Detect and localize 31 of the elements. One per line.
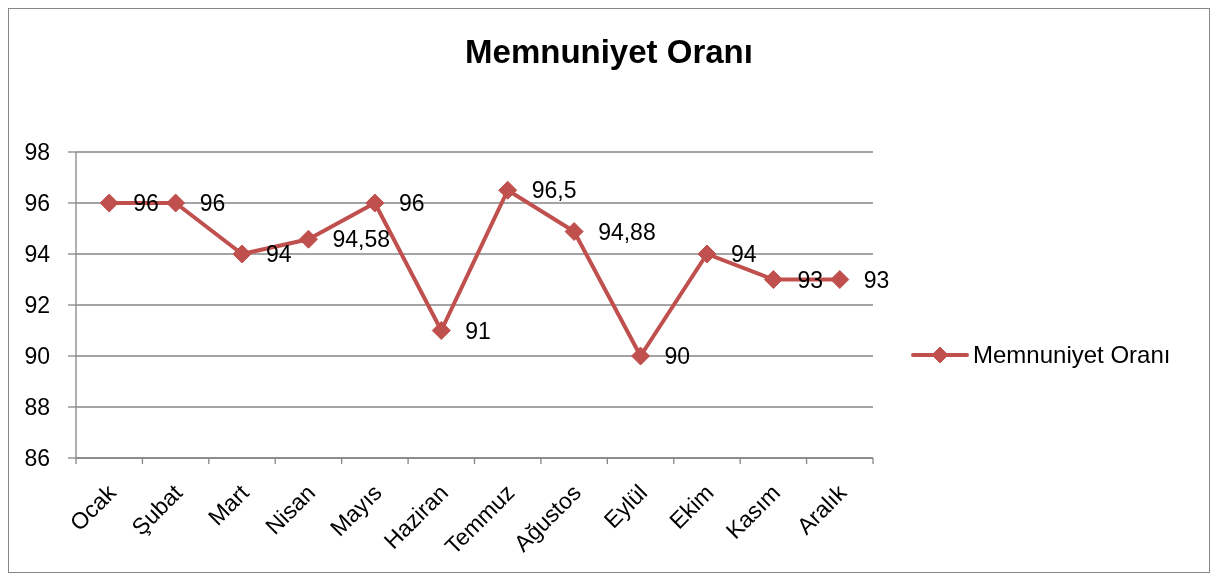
data-label: 94	[730, 241, 757, 267]
data-label: 94	[266, 241, 292, 267]
y-tick-label: 94	[24, 241, 51, 268]
point	[631, 346, 651, 366]
y-tick-label: 96	[24, 190, 50, 217]
point	[498, 180, 518, 200]
data-label: 94,58	[332, 226, 391, 253]
y-tick-label: 92	[24, 292, 50, 319]
data-label: 96,5	[531, 177, 577, 204]
data-label: 94,88	[598, 218, 656, 245]
data-label: 96	[398, 190, 425, 216]
data-label: 93	[863, 266, 890, 293]
data-label: 90	[664, 343, 691, 369]
point	[763, 270, 783, 289]
y-tick-label: 86	[24, 445, 50, 472]
point	[232, 244, 252, 264]
chart-title: Memnuniyet Oranı	[464, 33, 754, 71]
point	[830, 270, 850, 289]
point	[431, 321, 451, 340]
data-label: 96	[199, 190, 226, 216]
point	[166, 193, 186, 213]
point	[99, 193, 119, 213]
data-label: 91	[465, 317, 491, 344]
point	[697, 244, 717, 264]
y-tick-label: 90	[24, 343, 50, 370]
point	[564, 222, 584, 242]
point	[365, 193, 385, 213]
y-tick-label: 88	[24, 394, 50, 421]
y-tick-label: 98	[24, 139, 50, 166]
point	[298, 229, 318, 249]
legend-label: Memnuniyet Oranı	[973, 341, 1171, 369]
